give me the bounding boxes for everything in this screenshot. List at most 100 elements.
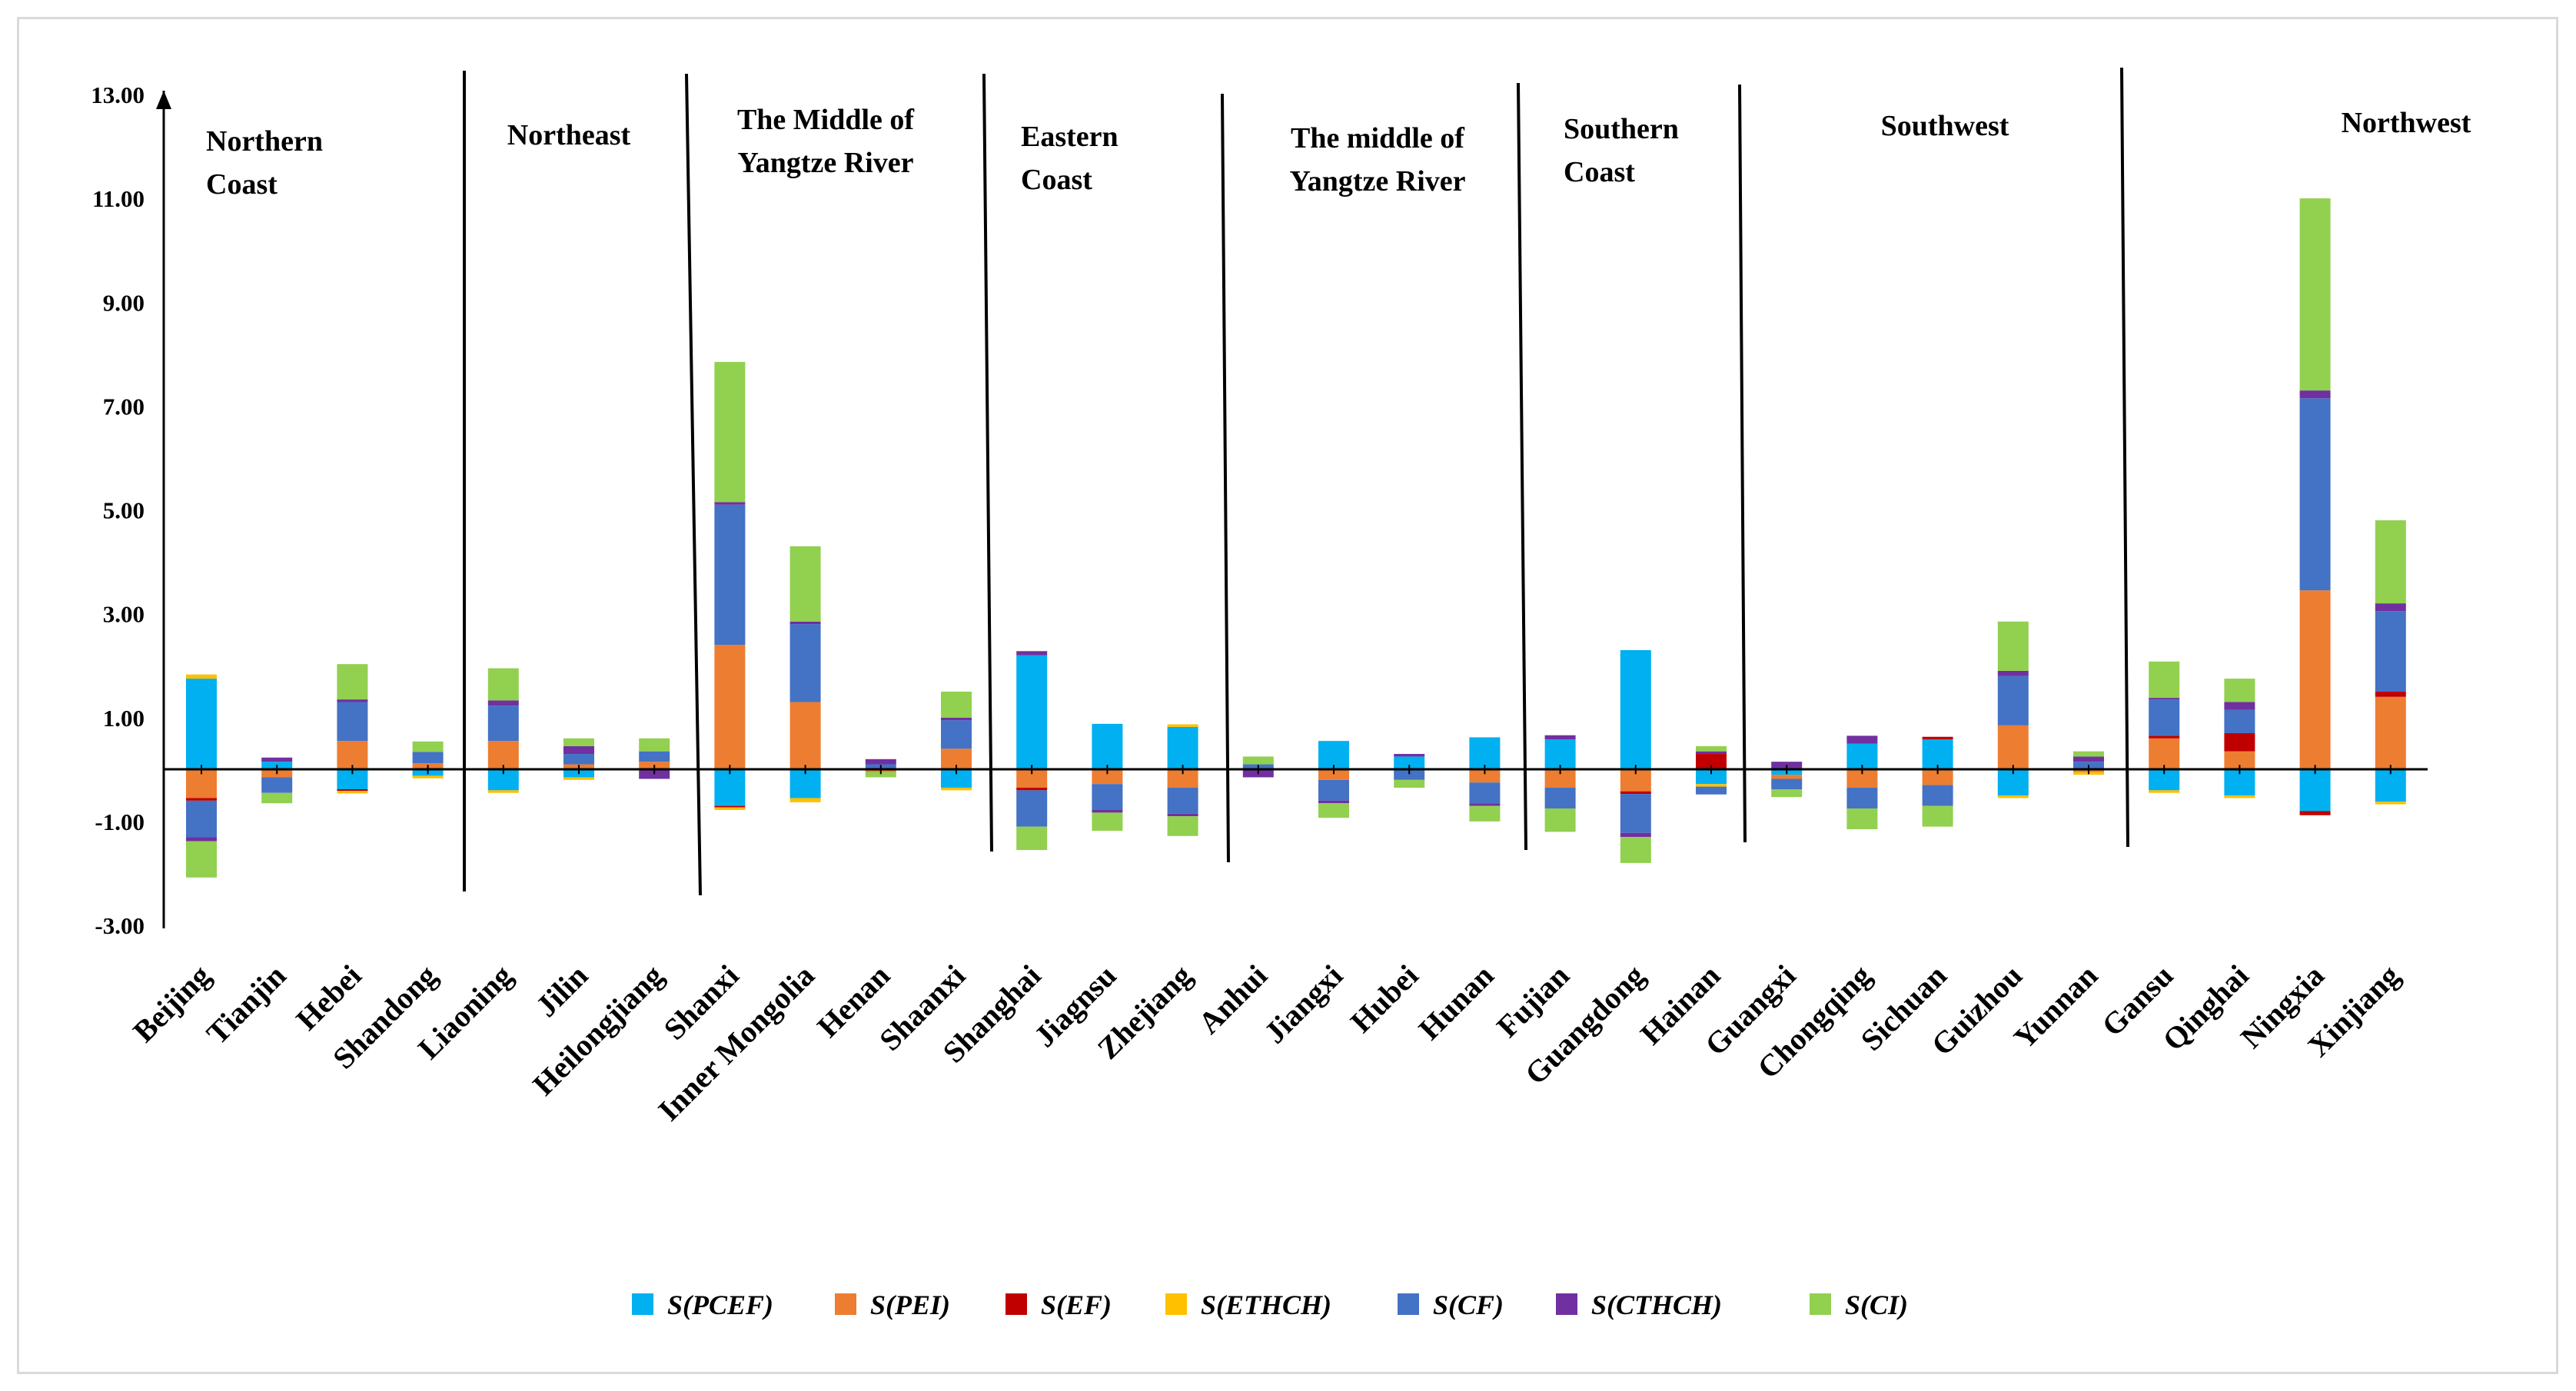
bar-xinjiang-s-pei: [2375, 696, 2406, 770]
bar-heilongjiang-s-cf: [639, 751, 670, 762]
y-tick-label: 1.00: [103, 705, 145, 732]
bar-guangdong-s-pcef: [1620, 649, 1651, 770]
bar-guangdong-s-ef: [1620, 791, 1651, 795]
bar-guizhou-s-pei: [1997, 725, 2029, 770]
bar-shanghai-s-ci: [1016, 826, 1048, 851]
bar-chongqing-s-pei: [1846, 769, 1878, 788]
bar-qinghai-s-cthch: [2224, 702, 2255, 710]
bar-tianjin-s-ci: [261, 792, 293, 804]
x-tick-label-yunnan: Yunnan: [2007, 958, 2105, 1056]
bar-qinghai-s-ethch: [2224, 795, 2255, 798]
bar-ningxia-s-cf: [2299, 398, 2331, 591]
bar-ningxia-s-ef: [2299, 811, 2331, 815]
bar-zhejiang-s-ethch: [1167, 724, 1198, 727]
legend-swatch-s-ethch: [1165, 1293, 1187, 1315]
bar-shanxi-s-cthch: [714, 502, 746, 505]
bar-liaoning-s-ci: [487, 668, 519, 701]
bars-layer: [186, 198, 2406, 878]
y-tick-label: -1.00: [95, 808, 145, 835]
bar-beijing-s-pei: [186, 769, 217, 798]
bar-jiangxi-s-ci: [1318, 803, 1349, 818]
bar-jiagnsu-s-cf: [1092, 784, 1123, 811]
bar-qinghai-s-ef: [2224, 733, 2255, 752]
bar-sichuan-s-pei: [1922, 769, 1953, 785]
bar-sichuan-s-pcef: [1922, 739, 1953, 770]
bar-shanxi-s-ef: [714, 805, 746, 808]
region-separator: [1221, 93, 1230, 863]
bar-shaanxi-s-ci: [941, 691, 972, 718]
bar-hunan-s-pcef: [1469, 737, 1501, 770]
bar-hainan-s-pcef: [1696, 769, 1727, 785]
x-tick-label-jilin: Jilin: [529, 958, 594, 1024]
region-label-northern-coast: Northern Coast: [206, 125, 323, 201]
bar-hainan-s-ef: [1696, 754, 1727, 770]
legend-swatch-s-ci: [1810, 1293, 1831, 1315]
bar-inner-mongolia-s-ci: [789, 546, 821, 622]
bar-liaoning-s-ethch: [487, 790, 519, 793]
bar-hebei-s-ethch: [337, 791, 368, 794]
bar-beijing-s-ef: [186, 798, 217, 801]
y-tick-label: 9.00: [103, 289, 145, 316]
region-label-the-middle-of-yangtze-river: The Middle of Yangtze River: [737, 104, 915, 179]
bar-yunnan-s-ci: [2073, 751, 2104, 757]
bar-beijing-s-pcef: [186, 679, 217, 770]
legend-label-s-pei: S(PEI): [870, 1290, 950, 1320]
bar-jilin-s-ci: [563, 738, 594, 746]
bar-chongqing-s-cthch: [1846, 735, 1878, 744]
bar-xinjiang-s-pcef: [2375, 769, 2406, 802]
bar-xinjiang-s-ethch: [2375, 802, 2406, 805]
bar-inner-mongolia-s-pcef: [789, 769, 821, 798]
bar-hunan-s-cthch: [1469, 803, 1501, 806]
bar-beijing-s-ci: [186, 841, 217, 878]
bar-henan-s-ci: [865, 772, 896, 778]
bar-beijing-s-cthch: [186, 837, 217, 842]
bar-jiangxi-s-pcef: [1318, 741, 1349, 770]
y-tick-label: 11.00: [92, 185, 145, 212]
region-separator: [2120, 67, 2129, 848]
bar-hubei-s-pcef: [1394, 756, 1425, 770]
bar-hunan-s-cf: [1469, 782, 1501, 804]
bar-shanxi-s-ethch: [714, 807, 746, 811]
bar-hainan-s-ethch: [1696, 784, 1727, 787]
bar-ningxia-s-pcef: [2299, 769, 2331, 812]
bar-shaanxi-s-ethch: [941, 787, 972, 791]
bar-ningxia-s-ci: [2299, 198, 2331, 391]
bar-inner-mongolia-s-pei: [789, 702, 821, 770]
legend-label-s-pcef: S(PCEF): [667, 1290, 773, 1320]
bar-xinjiang-s-cf: [2375, 611, 2406, 692]
bar-shaanxi-s-cf: [941, 720, 972, 749]
legend-swatch-s-pei: [835, 1293, 856, 1315]
bar-guangdong-s-cthch: [1620, 832, 1651, 838]
bar-ningxia-s-pei: [2299, 590, 2331, 770]
region-label-northeast: Northeast: [507, 119, 631, 151]
bar-sichuan-s-ci: [1922, 805, 1953, 827]
region-label-southwest: Southwest: [1881, 110, 2009, 142]
bar-tianjin-s-cf: [261, 777, 293, 793]
bar-inner-mongolia-s-cthch: [789, 621, 821, 625]
bar-zhejiang-s-pei: [1167, 769, 1198, 788]
bar-shanghai-s-cthch: [1016, 651, 1048, 656]
bar-jiangxi-s-cthch: [1318, 800, 1349, 804]
bar-guizhou-s-ethch: [1997, 795, 2029, 798]
region-separator: [1738, 84, 1747, 843]
bar-shaanxi-s-pcef: [941, 769, 972, 788]
bar-shanxi-s-pcef: [714, 769, 746, 806]
bar-shanghai-s-pcef: [1016, 655, 1048, 770]
bar-xinjiang-s-ci: [2375, 520, 2406, 604]
bar-gansu-s-cthch: [2149, 698, 2180, 700]
bar-fujian-s-pcef: [1544, 739, 1576, 770]
bar-qinghai-s-ci: [2224, 679, 2255, 702]
bar-hebei-s-cf: [337, 702, 368, 742]
region-separator: [982, 73, 993, 852]
y-tick-label: 13.00: [91, 81, 145, 108]
bar-shanxi-s-pei: [714, 645, 746, 770]
region-label-southern-coast: Southern Coast: [1564, 113, 1679, 188]
bar-liaoning-s-cthch: [487, 700, 519, 706]
legend-label-s-ci: S(CI): [1845, 1290, 1908, 1320]
x-tick-label-qinghai: Qinghai: [2156, 958, 2255, 1057]
y-tick-label: -3.00: [95, 912, 145, 939]
bar-guangxi-s-ci: [1771, 788, 1803, 798]
bar-anhui-s-ci: [1242, 756, 1274, 765]
